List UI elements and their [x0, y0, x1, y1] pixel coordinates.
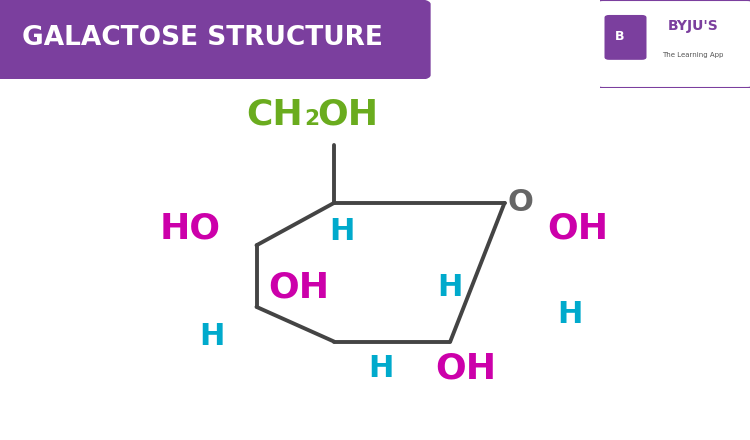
FancyBboxPatch shape: [604, 15, 646, 60]
Text: HO: HO: [160, 211, 221, 246]
Text: The Learning App: The Learning App: [662, 51, 724, 58]
Text: GALACTOSE STRUCTURE: GALACTOSE STRUCTURE: [22, 25, 382, 51]
Text: B: B: [615, 30, 624, 44]
Text: OH: OH: [548, 211, 609, 246]
Text: H: H: [437, 273, 463, 302]
Text: CH: CH: [246, 97, 303, 132]
Text: H: H: [329, 217, 355, 246]
Text: H: H: [368, 354, 393, 383]
Text: H: H: [558, 300, 583, 329]
FancyBboxPatch shape: [596, 0, 750, 88]
Text: O: O: [507, 188, 533, 217]
Text: OH: OH: [317, 97, 378, 132]
FancyBboxPatch shape: [0, 0, 430, 81]
Text: BYJU'S: BYJU'S: [668, 19, 718, 33]
Text: OH: OH: [268, 271, 330, 304]
Text: OH: OH: [435, 352, 496, 385]
Text: 2: 2: [304, 109, 320, 129]
Text: H: H: [199, 322, 224, 351]
